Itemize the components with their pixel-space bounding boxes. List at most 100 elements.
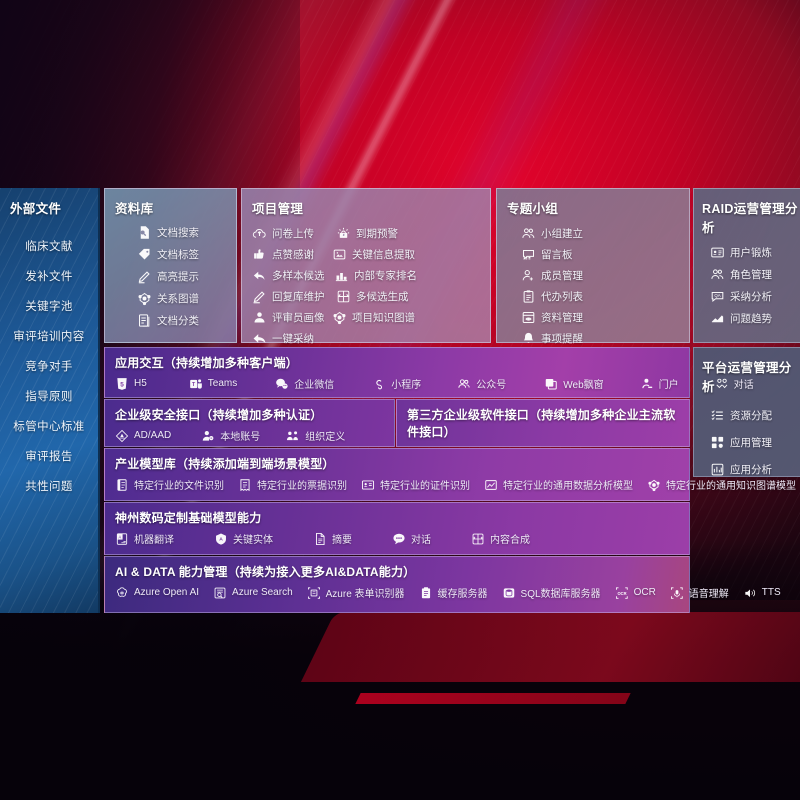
id-recognition-icon	[361, 478, 375, 492]
item-label: 关键实体	[233, 535, 273, 546]
item-label: 对话	[411, 535, 431, 546]
platform-item-resource-allocation[interactable]: 资源分配	[710, 402, 800, 429]
sidebar-item-standards-center[interactable]: 标管中心标准	[13, 421, 85, 433]
sidebar-item-competitors[interactable]: 竞争对手	[25, 361, 73, 373]
raid-analysis-title: RAID运营管理分析	[702, 202, 798, 235]
item-label: 成员管理	[541, 270, 583, 282]
item-label: 代办列表	[541, 291, 583, 303]
project-item-reply-library-maintain[interactable]: 回复库维护	[252, 286, 336, 307]
project-item-reviewer-portrait[interactable]: 评审员画像	[252, 307, 332, 328]
item-label: 多候选生成	[356, 291, 409, 303]
industry-model-items: 特定行业的文件识别 特定行业的票据识别 特定行业的证件识别 特定行业的通用数据分…	[115, 477, 796, 492]
raid-item-adoption-analysis[interactable]: QA 采纳分析	[710, 285, 800, 307]
qa-chat-icon: QA	[710, 289, 725, 304]
security-item-org-definition[interactable]: 组织定义	[286, 428, 345, 443]
base-item-machine-translation[interactable]: A 机器翻译	[115, 531, 174, 546]
item-label: Teams	[207, 378, 238, 389]
sidebar-title: 外部文件	[10, 202, 62, 216]
base-item-dialog[interactable]: 对话	[392, 531, 431, 546]
ai-item-ocr[interactable]: OCR OCR	[615, 586, 656, 600]
speech-understanding-icon	[670, 586, 684, 600]
industry-item-knowledge-graph-model[interactable]: 特定行业的通用知识图谱模型	[647, 477, 796, 492]
app-interaction-item-portal[interactable]: 门户	[640, 376, 679, 391]
item-label: H5	[134, 378, 147, 389]
dialog-icon	[392, 532, 406, 546]
app-interaction-item-miniprogram[interactable]: 小程序	[372, 376, 421, 391]
teams-icon: T	[189, 377, 203, 391]
miniprogram-icon	[372, 377, 386, 391]
thumbs-up-icon	[252, 247, 267, 262]
project-item-questionnaire-upload[interactable]: 问卷上传	[252, 223, 336, 244]
sidebar-item-clinical-literature[interactable]: 临床文献	[25, 241, 73, 253]
platform-item-app-analysis[interactable]: 应用分析	[710, 456, 800, 483]
knowledge-graph-model-icon	[647, 478, 661, 492]
org-definition-icon	[286, 429, 300, 443]
raid-item-issue-trend[interactable]: 问题趋势	[710, 307, 800, 329]
project-management-title: 项目管理	[252, 202, 304, 216]
ai-item-form-recognizer[interactable]: Azure 表单识别器	[307, 585, 405, 600]
sidebar-item-review-training[interactable]: 审评培训内容	[13, 331, 85, 343]
security-item-local-account[interactable]: 本地账号	[201, 428, 260, 443]
app-interaction-item-teams[interactable]: T Teams	[189, 377, 237, 391]
item-label: 门户	[658, 380, 679, 391]
raid-item-role-management[interactable]: 角色管理	[710, 263, 800, 285]
base-item-content-synthesis[interactable]: 内容合成	[471, 531, 530, 546]
industry-item-receipt-recognition[interactable]: 特定行业的票据识别	[238, 477, 347, 492]
group-item-todo-list[interactable]: 代办列表	[521, 286, 599, 307]
id-card-icon	[710, 245, 725, 260]
library-item-highlight[interactable]: 高亮提示	[137, 265, 236, 287]
library-item-relation-graph[interactable]: 关系图谱	[137, 287, 236, 309]
app-interaction-item-web-float[interactable]: Web飘窗	[544, 376, 604, 391]
ai-item-speech-understanding[interactable]: 语音理解	[670, 585, 729, 600]
sidebar-item-supplement-files[interactable]: 发补文件	[25, 271, 73, 283]
base-item-key-entity[interactable]: A 关键实体	[214, 531, 273, 546]
platform-item-app-management[interactable]: 应用管理	[710, 429, 800, 456]
app-interaction-item-dialog[interactable]: 对话	[715, 376, 754, 391]
project-item-multi-candidate-generation[interactable]: 多候选生成	[336, 286, 418, 307]
library-item-document-category[interactable]: 文档分类	[137, 309, 236, 331]
ocr-icon: OCR	[615, 586, 629, 600]
ai-item-sql-database[interactable]: SQL数据库服务器	[502, 585, 601, 600]
app-interaction-item-wecom[interactable]: 企业微信	[275, 376, 334, 391]
person-portrait-icon	[252, 310, 267, 325]
ai-item-azure-open-ai[interactable]: Azure Open AI	[115, 586, 199, 600]
project-item-one-click-adopt[interactable]: 一键采纳	[252, 328, 334, 349]
project-management-panel: 项目管理 问卷上传 到期预警 点赞感谢 关键信息提取	[241, 188, 491, 345]
group-item-create-group[interactable]: 小组建立	[521, 223, 613, 244]
project-item-grid: 问卷上传 到期预警 点赞感谢 关键信息提取 多样本候选	[252, 223, 490, 349]
security-item-ad-aad[interactable]: AD/AAD	[115, 429, 171, 443]
item-label: 语音理解	[688, 589, 729, 600]
project-item-multi-sample-candidates[interactable]: 多样本候选	[252, 265, 334, 286]
platform-analysis-title: 平台运营管理分析	[702, 361, 792, 394]
app-interaction-item-official-account[interactable]: 公众号	[457, 376, 506, 391]
item-label: 角色管理	[730, 268, 772, 281]
project-item-thumbs-up[interactable]: 点赞感谢	[252, 244, 332, 265]
industry-item-data-analysis-model[interactable]: 特定行业的通用数据分析模型	[484, 477, 633, 492]
group-item-material-management[interactable]: 资料管理	[521, 307, 613, 328]
project-item-key-info-extraction[interactable]: 关键信息提取	[332, 244, 416, 265]
raid-item-user-profile[interactable]: 用户锻炼	[710, 241, 800, 263]
alarm-light-icon	[336, 226, 351, 241]
external-files-sidebar: 外部文件 临床文献 发补文件 关键字池 审评培训内容 竞争对手 指导原则 标管中…	[0, 188, 100, 613]
sidebar-item-review-report[interactable]: 审评报告	[25, 451, 73, 463]
library-item-document-tag[interactable]: 文档标签	[137, 243, 236, 265]
industry-item-file-recognition[interactable]: 特定行业的文件识别	[115, 477, 224, 492]
ai-item-azure-search[interactable]: Azure Search	[213, 586, 293, 600]
ai-item-cache-server[interactable]: 缓存服务器	[419, 585, 488, 600]
ai-item-tts[interactable]: TTS	[743, 586, 781, 600]
project-item-expiry-alert[interactable]: 到期预警	[336, 223, 418, 244]
group-item-reminder[interactable]: 事项提醒	[521, 328, 599, 349]
sidebar-item-common-issues[interactable]: 共性问题	[25, 481, 73, 493]
app-interaction-item-h5[interactable]: 5 H5	[115, 377, 147, 391]
library-item-document-search[interactable]: 文档搜索	[137, 221, 236, 243]
group-item-message-board[interactable]: 留言板	[521, 244, 599, 265]
project-item-knowledge-graph[interactable]: 项目知识图谱	[332, 307, 416, 328]
industry-item-id-recognition[interactable]: 特定行业的证件识别	[361, 477, 470, 492]
project-item-expert-ranking[interactable]: 内部专家排名	[334, 265, 417, 286]
item-label: 特定行业的通用数据分析模型	[503, 481, 633, 492]
sidebar-item-keyword-pool[interactable]: 关键字池	[25, 301, 73, 313]
group-item-member-management[interactable]: 成员管理	[521, 265, 613, 286]
sidebar-item-guidelines[interactable]: 指导原则	[25, 391, 73, 403]
base-item-summary[interactable]: 摘要	[313, 531, 352, 546]
